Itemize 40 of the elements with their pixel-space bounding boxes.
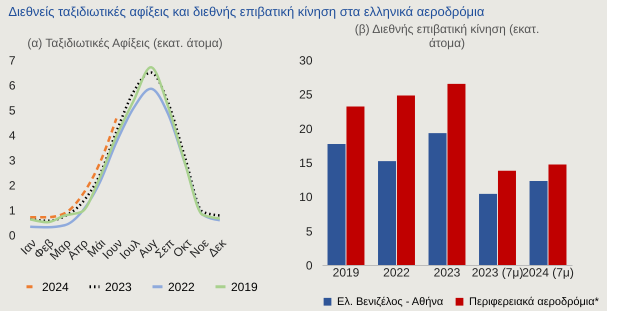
y-tick-label: 5 bbox=[306, 224, 313, 238]
y-tick-label: 6 bbox=[8, 78, 16, 92]
x-tick-label: 2019 bbox=[332, 266, 360, 280]
bar bbox=[447, 84, 466, 265]
y-tick-label: 1 bbox=[8, 204, 16, 218]
y-tick-label: 7 bbox=[8, 54, 16, 68]
y-tick-label: 25 bbox=[299, 88, 313, 102]
legend-label: 2022 bbox=[168, 280, 196, 294]
legend-label: 2024 bbox=[42, 280, 70, 294]
bar bbox=[530, 180, 548, 265]
legend-label: Ελ. Βενιζέλος - Αθήνα bbox=[337, 296, 444, 308]
chart-title: (α) Ταξιδιωτικές Αφίξεις (εκατ. άτομα) bbox=[27, 36, 223, 50]
x-tick-label: 2022 bbox=[383, 266, 410, 280]
bar bbox=[346, 106, 364, 265]
y-tick-label: 3 bbox=[8, 154, 16, 168]
y-tick-label: 15 bbox=[299, 156, 313, 170]
bar bbox=[378, 161, 396, 265]
text: Διεθνείς ταξιδιωτικές αφίξεις και διεθνής επιβατική κίνηση στα ελληνικά αεροδρόμια bbox=[8, 4, 485, 19]
legend-label: 2019 bbox=[231, 280, 258, 294]
x-tick-label: 2023 bbox=[434, 266, 461, 280]
y-tick-label: 30 bbox=[299, 54, 313, 68]
x-tick-label: 2023 (7μ) bbox=[472, 266, 524, 280]
x-tick-label: 2024 (7μ) bbox=[522, 266, 574, 280]
bar bbox=[548, 164, 566, 265]
bar bbox=[328, 144, 346, 265]
y-tick-label: 20 bbox=[299, 122, 313, 136]
y-tick-label: 10 bbox=[299, 190, 313, 204]
bar bbox=[498, 170, 516, 265]
line-series bbox=[28, 117, 118, 218]
legend-label: 2023 bbox=[105, 280, 132, 294]
bar bbox=[479, 194, 498, 265]
y-tick-label: 4 bbox=[8, 128, 16, 142]
y-tick-label: 5 bbox=[8, 104, 16, 118]
y-tick-label: 2 bbox=[8, 178, 16, 192]
y-tick-label: 0 bbox=[306, 258, 313, 272]
y-tick-label: 0 bbox=[8, 228, 16, 242]
bar bbox=[428, 133, 447, 265]
bar bbox=[396, 96, 415, 265]
legend-label: Περιφερειακά αεροδρόμια* bbox=[469, 296, 600, 308]
chart-title: (β) Διεθνής επιβατική κίνηση (εκατ. άτομα) bbox=[354, 22, 540, 50]
